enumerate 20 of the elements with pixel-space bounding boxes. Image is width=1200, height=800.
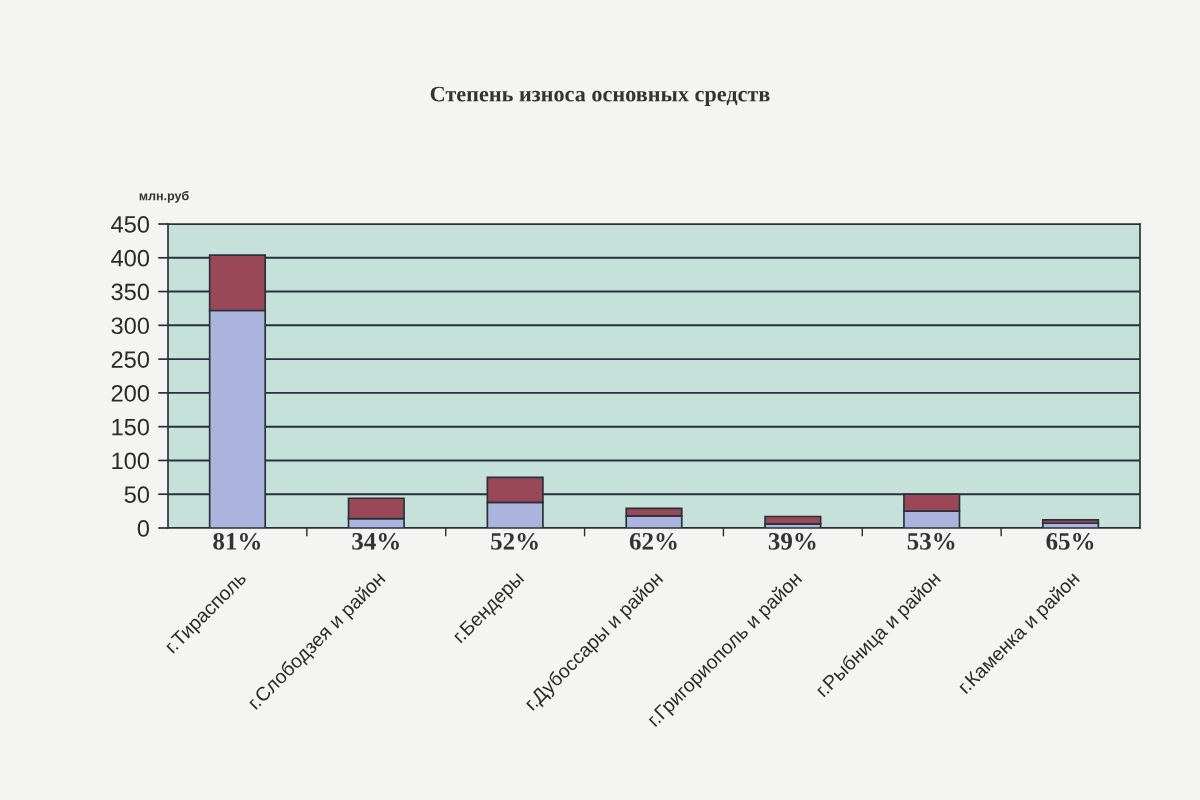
y-tick-label: 150 (112, 418, 150, 436)
chart-title: Степень износа основных средств (430, 86, 770, 107)
y-tick-label: 300 (111, 317, 150, 335)
y-tick-label: 100 (112, 452, 150, 470)
bar (764, 515, 822, 525)
y-tick-label: 200 (111, 384, 150, 402)
y-tick-label: 400 (111, 249, 150, 267)
text: 53% (907, 532, 955, 550)
y-tick-label: 50 (124, 486, 150, 504)
y-tick-label: 350 (111, 283, 150, 301)
y-tick-label: 0 (137, 520, 150, 537)
y-tick-label: 250 (111, 351, 150, 368)
text: 62% (629, 532, 677, 550)
text: 39% (768, 532, 816, 550)
y-axis-title: млн.руб (139, 190, 189, 203)
text: 52% (491, 532, 538, 550)
text: 65% (1046, 532, 1094, 550)
text: 34% (352, 532, 399, 550)
text: 81% (213, 532, 261, 550)
y-tick-label: 450 (111, 216, 150, 233)
